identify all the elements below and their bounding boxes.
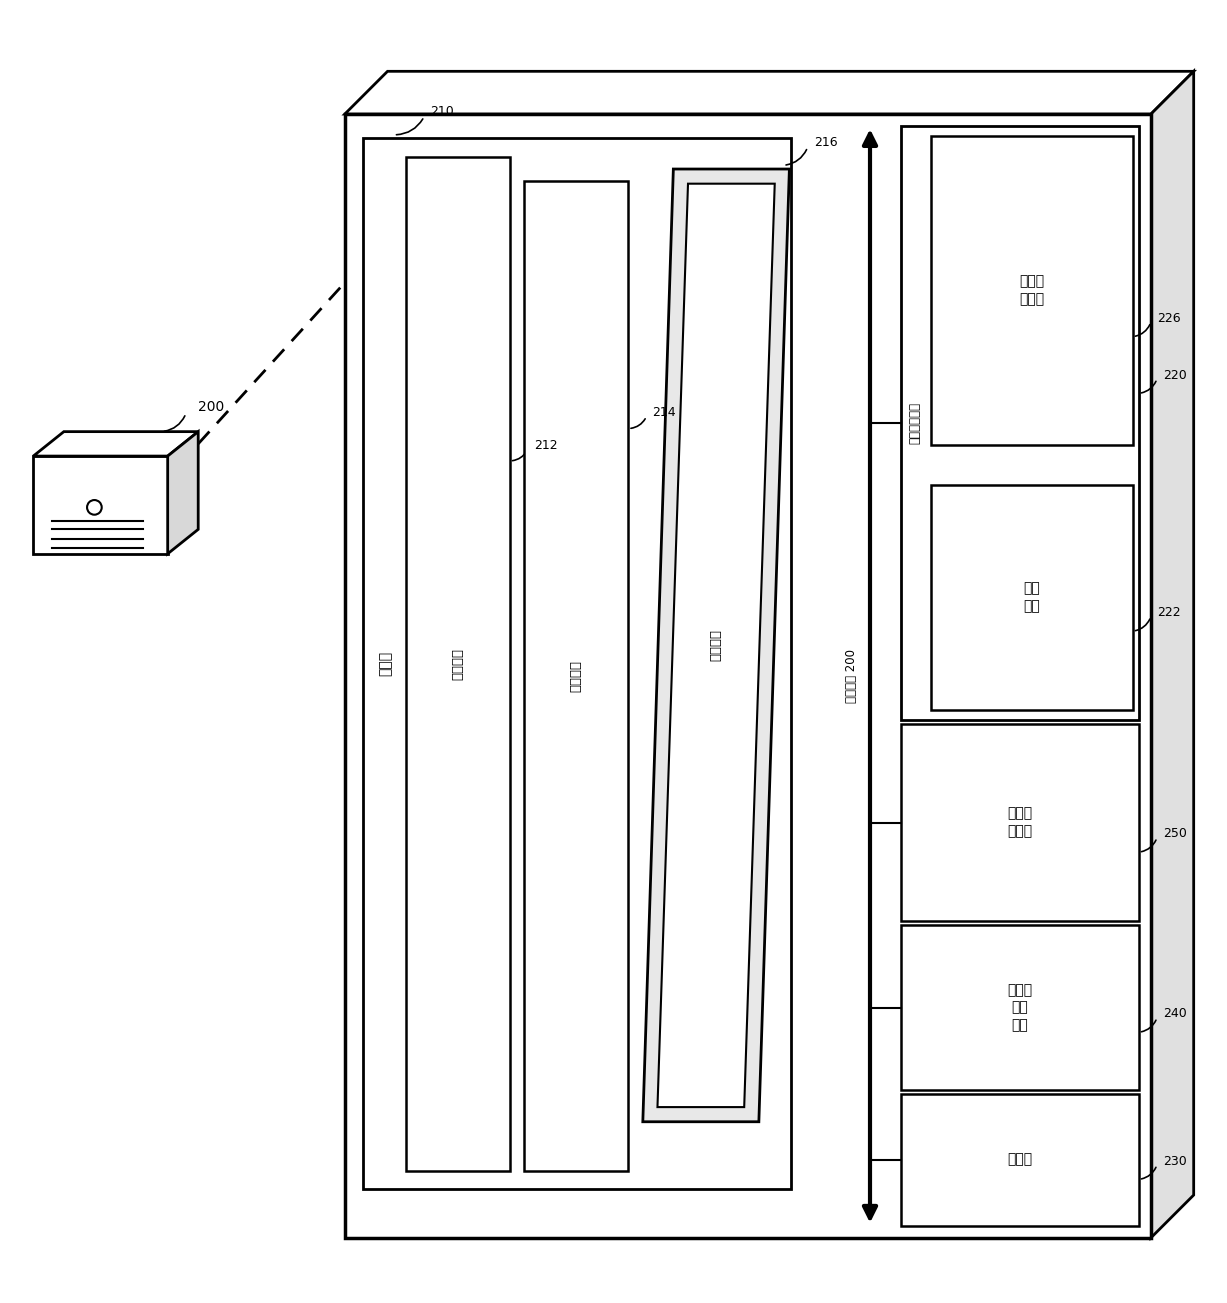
Text: 语法
数据: 语法 数据 xyxy=(1023,581,1040,614)
Text: 216: 216 xyxy=(814,136,838,149)
Polygon shape xyxy=(643,169,789,1122)
Bar xyxy=(901,126,1139,719)
Polygon shape xyxy=(168,431,199,554)
Text: 操作逻辑: 操作逻辑 xyxy=(452,648,464,680)
Text: 分析逻辑: 分析逻辑 xyxy=(709,629,723,662)
Bar xyxy=(524,181,628,1170)
Text: 输入／
输出
硬件: 输入／ 输出 硬件 xyxy=(1007,984,1032,1032)
Text: 网络接
口硬件: 网络接 口硬件 xyxy=(1007,807,1032,839)
Bar xyxy=(931,136,1133,444)
Polygon shape xyxy=(658,184,774,1108)
Polygon shape xyxy=(33,431,199,456)
Bar xyxy=(931,485,1133,710)
Bar xyxy=(406,156,509,1170)
Text: 接口逻辑: 接口逻辑 xyxy=(569,659,583,692)
Text: 240: 240 xyxy=(1163,1007,1187,1020)
Text: 250: 250 xyxy=(1163,827,1187,840)
Text: 存储器: 存储器 xyxy=(378,652,393,676)
Text: 226: 226 xyxy=(1157,311,1180,324)
Bar xyxy=(901,1093,1139,1226)
Text: 数据存储装置: 数据存储装置 xyxy=(909,403,921,444)
Bar xyxy=(33,456,168,554)
Text: 222: 222 xyxy=(1157,606,1180,619)
Text: 处理器: 处理器 xyxy=(1007,1153,1032,1166)
Bar xyxy=(363,138,790,1188)
Text: 210: 210 xyxy=(431,106,454,119)
Bar xyxy=(345,115,1151,1238)
Polygon shape xyxy=(345,72,1194,115)
Text: 220: 220 xyxy=(1163,369,1187,382)
Text: 214: 214 xyxy=(653,407,676,420)
Text: 212: 212 xyxy=(534,439,558,452)
Bar xyxy=(901,925,1139,1091)
Text: 200: 200 xyxy=(199,400,225,414)
Text: 分析句
子数据: 分析句 子数据 xyxy=(1020,274,1044,306)
Polygon shape xyxy=(1151,72,1194,1238)
Text: 230: 230 xyxy=(1163,1154,1187,1167)
Text: 本地接口 200: 本地接口 200 xyxy=(845,649,858,702)
Circle shape xyxy=(87,500,102,515)
Bar xyxy=(901,723,1139,921)
